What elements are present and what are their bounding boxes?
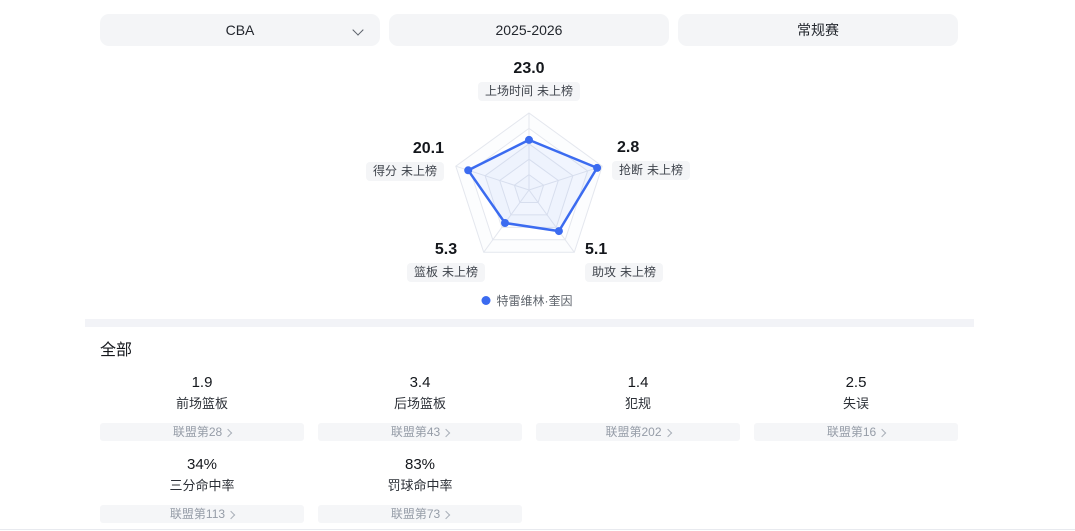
stat-label: 罚球命中率: [387, 478, 453, 493]
chevron-right-icon: [663, 428, 672, 437]
stat-card: 83% 罚球命中率 联盟第73: [318, 455, 522, 523]
axis-tag-label: 抢断: [619, 163, 644, 177]
filter-bar: CBA 2025-2026 常规赛: [100, 14, 958, 46]
chevron-right-icon: [223, 428, 233, 437]
chevron-right-icon: [226, 510, 236, 519]
axis-value: 2.8: [617, 139, 640, 156]
stat-value: 83%: [404, 456, 436, 473]
stats-section: 全部 1.9 前场篮板 联盟第28 3.4 后场篮板 联盟第43 1.4 犯规 …: [100, 341, 958, 523]
stat-label: 前场篮板: [175, 396, 228, 411]
radar-axis-points: 20.1 得分 未上榜: [365, 140, 444, 181]
stat-value: 3.4: [409, 374, 431, 391]
stat-value: 2.5: [845, 374, 867, 391]
stat-card: 34% 三分命中率 联盟第113: [100, 455, 304, 523]
stat-rank-button[interactable]: 联盟第16: [754, 423, 958, 441]
stat-card: 1.4 犯规 联盟第202: [536, 373, 740, 441]
axis-value: 20.1: [412, 140, 444, 157]
bottom-border: [0, 529, 1075, 530]
stat-rank-text: 联盟第43: [390, 425, 441, 439]
axis-tag: 抢断 未上榜: [612, 161, 691, 180]
stat-rank-button[interactable]: 联盟第43: [318, 423, 522, 441]
stat-card: 1.9 前场篮板 联盟第28: [100, 373, 304, 441]
axis-tag: 上场时间 未上榜: [477, 82, 581, 101]
legend-label: 特雷维林·奎因: [496, 294, 573, 308]
filter-season-label: 2025-2026: [495, 22, 563, 38]
stat-card: 2.5 失误 联盟第16: [754, 373, 958, 441]
stat-card: 3.4 后场篮板 联盟第43: [318, 373, 522, 441]
axis-value: 5.1: [585, 241, 608, 258]
chevron-right-icon: [441, 428, 451, 437]
axis-tag-rank: 未上榜: [442, 265, 479, 279]
section-divider: [85, 319, 974, 327]
stats-grid: 1.9 前场篮板 联盟第28 3.4 后场篮板 联盟第43 1.4 犯规 联盟第…: [100, 373, 958, 523]
radar-axis-playtime: 23.0 上场时间 未上榜: [477, 60, 581, 101]
chevron-right-icon: [877, 428, 887, 437]
legend-dot-icon: [481, 296, 491, 305]
axis-tag-rank: 未上榜: [400, 164, 437, 178]
section-title: 全部: [100, 342, 133, 359]
stat-rank-text: 联盟第16: [826, 425, 877, 439]
filter-stage[interactable]: 常规赛: [678, 14, 958, 46]
radar-axis-assists: 5.1 助攻 未上榜: [585, 241, 664, 282]
stat-rank-button[interactable]: 联盟第202: [536, 423, 740, 441]
stat-rank-text: 联盟第73: [390, 507, 441, 521]
filter-league[interactable]: CBA: [100, 14, 380, 46]
axis-tag-label: 篮板: [413, 265, 438, 279]
axis-tag-label: 得分: [372, 164, 397, 178]
chevron-right-icon: [441, 510, 451, 519]
stat-rank-text: 联盟第202: [605, 425, 662, 439]
stat-value: 1.4: [627, 374, 649, 391]
stat-rank-button[interactable]: 联盟第28: [100, 423, 304, 441]
stat-rank-text: 联盟第113: [169, 507, 226, 521]
axis-tag-rank: 未上榜: [647, 163, 684, 177]
legend[interactable]: 特雷维林·奎因: [481, 292, 573, 309]
stat-label: 失误: [842, 396, 869, 411]
stat-rank-button[interactable]: 联盟第73: [318, 505, 522, 523]
axis-tag-label: 上场时间: [484, 84, 533, 98]
axis-value: 23.0: [513, 60, 545, 77]
stat-value: 1.9: [191, 374, 213, 391]
stat-rank-text: 联盟第28: [172, 425, 223, 439]
filter-season[interactable]: 2025-2026: [389, 14, 669, 46]
axis-tag: 篮板 未上榜: [406, 263, 486, 282]
radar-chart: 23.0 上场时间 未上榜 2.8 抢断 未上榜 5.1 助攻 未上榜 5.3 篮板未…: [365, 60, 691, 309]
axis-value: 5.3: [434, 241, 458, 258]
stat-rank-button[interactable]: 联盟第113: [100, 505, 304, 523]
radar-axis-steals: 2.8 抢断 未上榜: [612, 139, 691, 180]
stat-label: 三分命中率: [169, 478, 235, 493]
stat-value: 34%: [186, 456, 218, 473]
filter-stage-label: 常规赛: [797, 22, 839, 38]
axis-tag-rank: 未上榜: [620, 265, 657, 279]
axis-tag: 得分 未上榜: [365, 162, 444, 181]
filter-league-label: CBA: [225, 22, 255, 38]
stat-label: 后场篮板: [393, 396, 446, 411]
radar-plot: [455, 112, 603, 253]
radar-axis-rebounds: 5.3 篮板 未上榜: [406, 241, 486, 282]
axis-tag-rank: 未上榜: [537, 84, 574, 98]
axis-tag: 助攻 未上榜: [585, 263, 664, 282]
stat-label: 犯规: [624, 396, 651, 411]
axis-tag-label: 助攻: [592, 265, 617, 279]
